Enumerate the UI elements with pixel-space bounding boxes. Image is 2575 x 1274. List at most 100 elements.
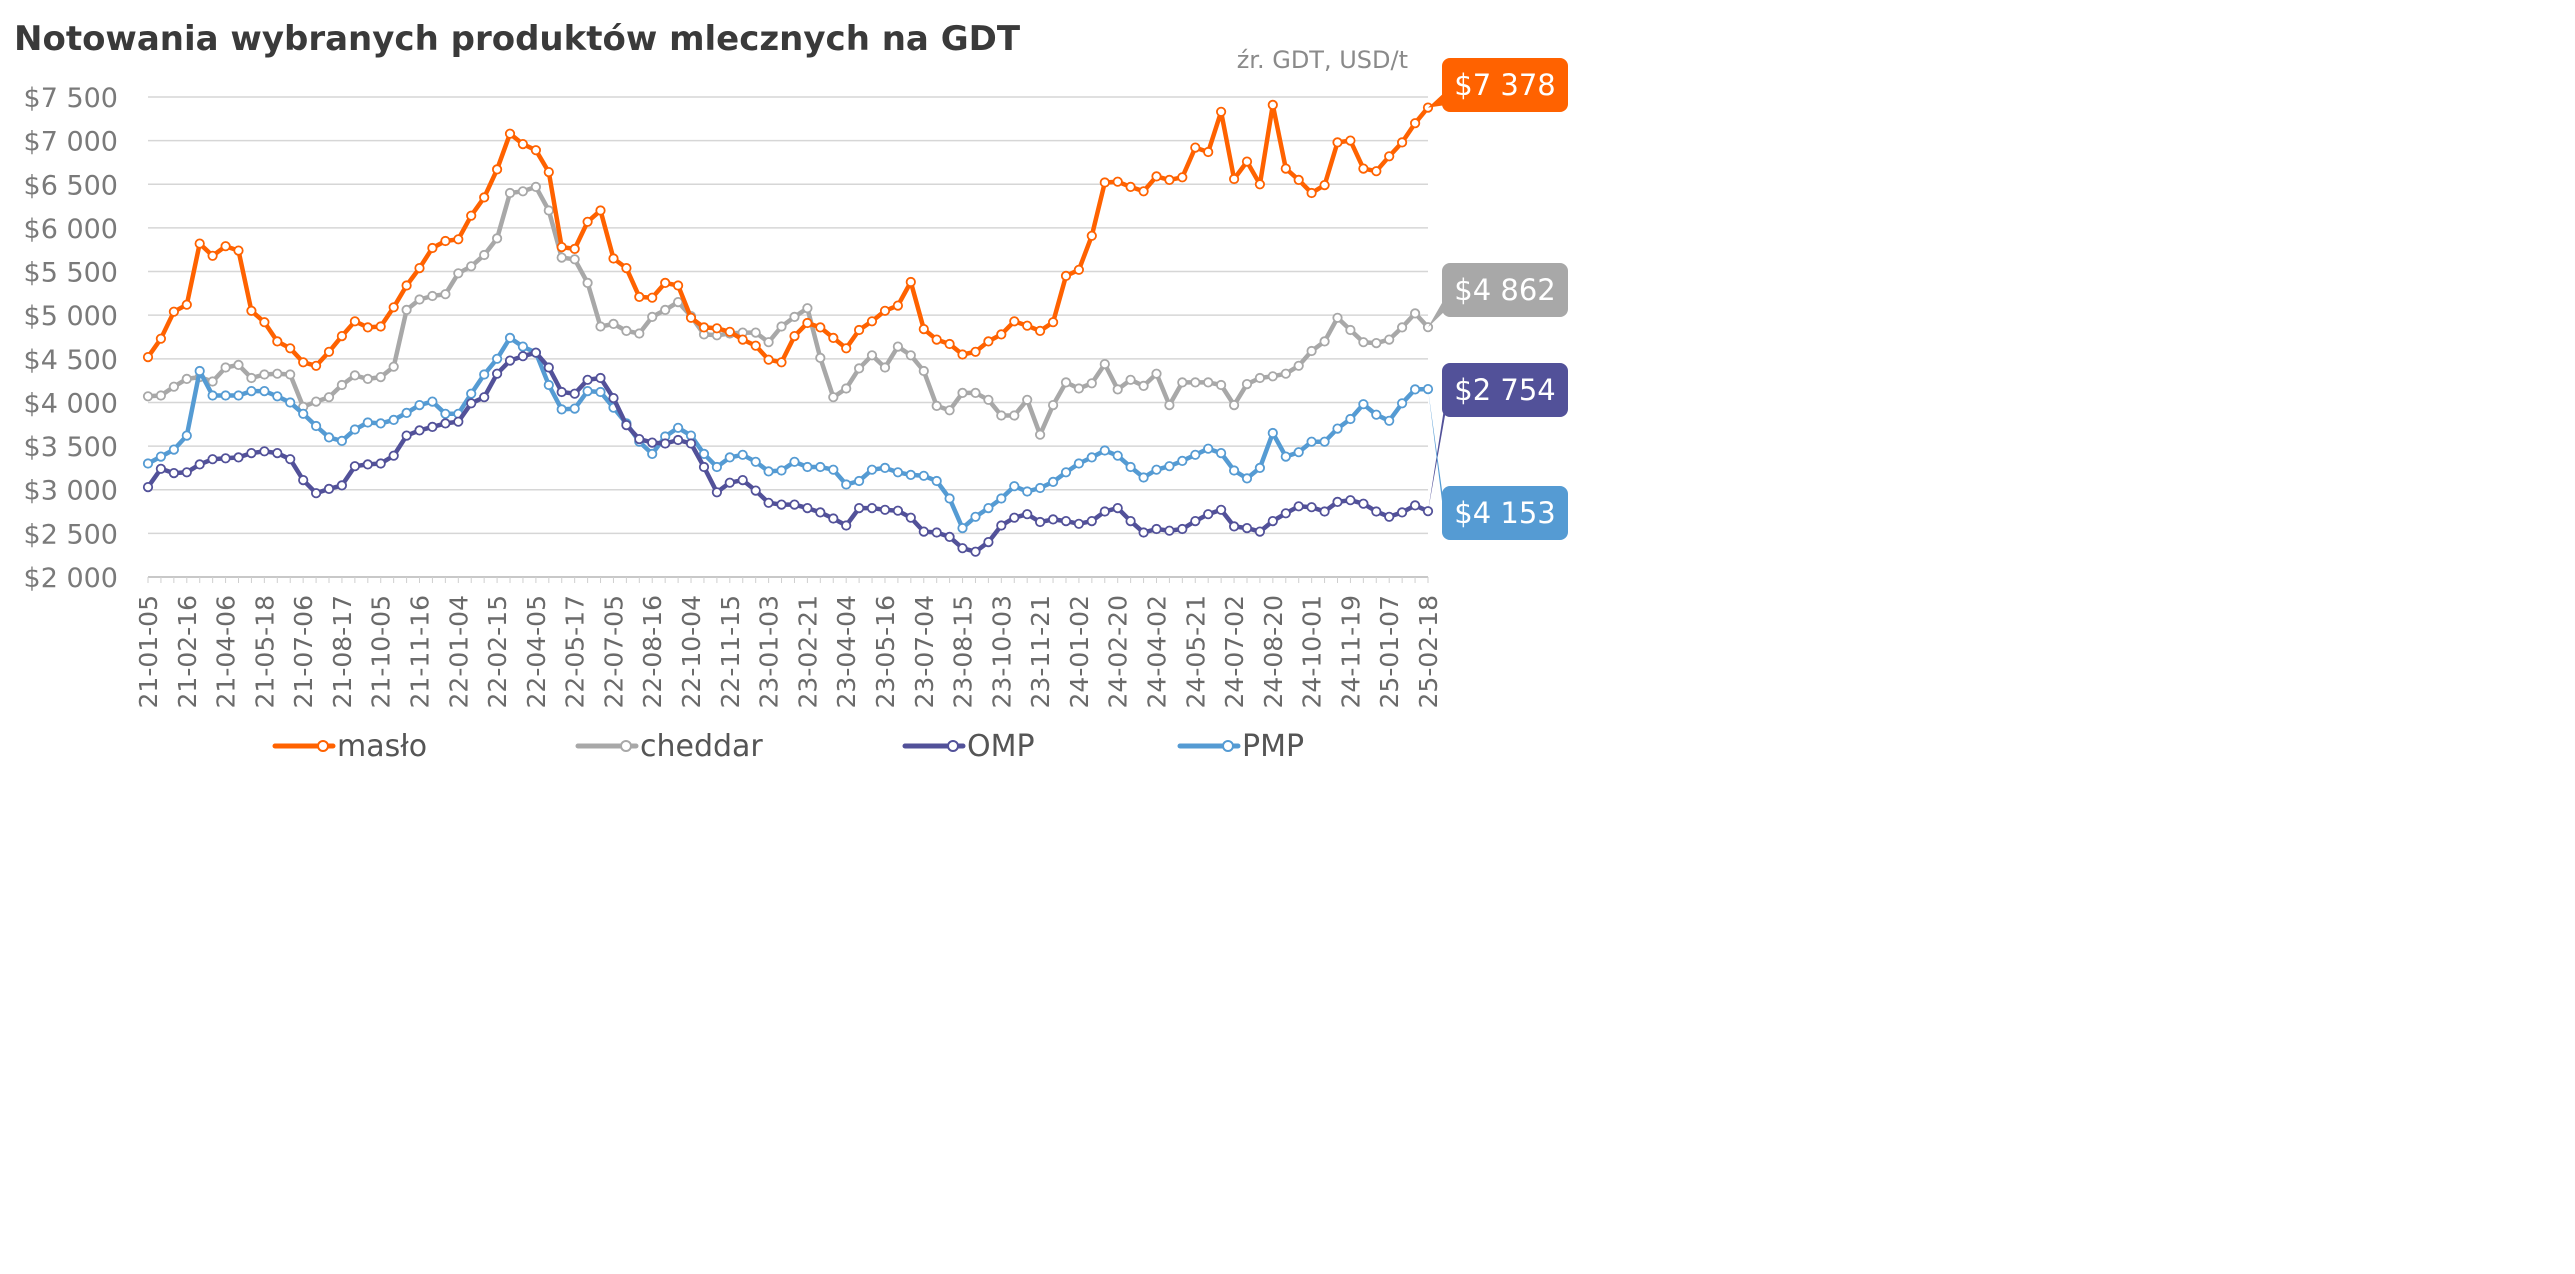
data-point-maslo (349, 316, 360, 327)
y-tick-label: $3 000 (24, 476, 118, 507)
data-point-maslo (957, 349, 968, 360)
data-point-pmp (841, 479, 852, 490)
data-point-maslo (207, 250, 218, 261)
data-point-omp (737, 474, 748, 486)
data-point-pmp (427, 396, 438, 407)
data-point-cheddar (1371, 337, 1382, 349)
data-point-cheddar (1358, 337, 1369, 348)
y-tick-label: $5 500 (24, 258, 118, 289)
data-point-cheddar (479, 249, 490, 261)
data-point-pmp (388, 414, 399, 425)
data-point-pmp (207, 390, 218, 401)
data-point-maslo (168, 306, 179, 317)
data-point-omp (1009, 512, 1020, 523)
data-point-omp (1371, 506, 1382, 517)
data-point-omp (1048, 514, 1059, 525)
x-tick-label: 23-10-03 (987, 595, 1016, 708)
data-point-pmp (1397, 398, 1408, 409)
data-point-pmp (1371, 409, 1382, 420)
data-point-omp (802, 502, 813, 514)
x-tick-label: 21-07-06 (289, 595, 318, 708)
data-point-pmp (142, 458, 154, 469)
data-point-cheddar (1332, 312, 1343, 323)
data-point-omp (918, 526, 929, 537)
data-point-pmp (672, 422, 684, 433)
data-point-maslo (711, 323, 723, 334)
data-point-maslo (1345, 135, 1356, 146)
data-point-maslo (1371, 166, 1382, 177)
data-point-omp (336, 480, 347, 491)
data-point-maslo (1048, 317, 1059, 328)
data-point-pmp (711, 461, 723, 473)
data-point-cheddar (1035, 429, 1046, 440)
series-cheddar (142, 181, 1434, 440)
data-point-omp (1332, 496, 1343, 507)
data-point-maslo (1332, 137, 1343, 148)
x-tick-label: 23-05-16 (871, 595, 900, 708)
data-point-omp (155, 463, 166, 474)
data-point-pmp (776, 465, 787, 476)
data-point-cheddar (892, 341, 904, 352)
x-tick-label: 21-01-05 (134, 595, 163, 708)
data-point-maslo (1190, 142, 1201, 153)
data-point-omp (634, 433, 645, 445)
data-point-pmp (970, 511, 981, 522)
x-tick-label: 25-01-07 (1375, 595, 1404, 708)
data-point-maslo (647, 292, 658, 303)
data-point-cheddar (1164, 399, 1175, 411)
data-point-maslo (323, 346, 335, 357)
data-point-pmp (1254, 462, 1266, 473)
data-point-omp (1022, 509, 1033, 520)
data-point-maslo (246, 305, 257, 316)
data-point-pmp (905, 469, 916, 480)
data-point-maslo (453, 234, 464, 245)
legend-marker-pmp (1222, 740, 1234, 752)
data-point-omp (1229, 521, 1240, 532)
data-point-pmp (401, 407, 412, 418)
y-tick-label: $7 500 (24, 83, 118, 114)
data-point-pmp (259, 385, 270, 397)
data-point-pmp (1410, 384, 1421, 395)
data-point-maslo (698, 322, 710, 333)
data-point-omp (220, 453, 231, 464)
data-point-cheddar (970, 387, 981, 398)
data-point-pmp (1384, 415, 1395, 426)
data-point-cheddar (220, 362, 231, 373)
data-point-cheddar (621, 325, 632, 336)
data-point-cheddar (595, 321, 606, 332)
data-point-cheddar (660, 304, 671, 315)
data-point-pmp (1306, 436, 1317, 447)
data-point-omp (1190, 515, 1201, 527)
data-point-pmp (815, 461, 826, 473)
end-label-box-maslo (1442, 58, 1568, 112)
series-pmp (142, 332, 1434, 534)
data-point-pmp (220, 390, 231, 401)
data-point-maslo (194, 238, 205, 249)
data-point-pmp (1358, 399, 1369, 410)
data-point-pmp (362, 417, 373, 428)
data-point-cheddar (362, 373, 373, 384)
data-point-maslo (1293, 174, 1304, 185)
data-point-pmp (1267, 427, 1278, 439)
data-point-omp (1216, 504, 1227, 515)
data-point-cheddar (168, 381, 179, 392)
data-point-omp (1345, 495, 1356, 506)
legend-label-pmp: PMP (1242, 729, 1304, 764)
data-point-omp (944, 531, 955, 543)
data-point-maslo (375, 321, 386, 332)
data-point-cheddar (466, 261, 477, 272)
data-point-maslo (750, 340, 761, 351)
data-point-omp (259, 446, 270, 457)
data-point-maslo (466, 210, 477, 221)
data-point-cheddar (1397, 322, 1408, 333)
data-point-maslo (1009, 316, 1020, 327)
data-point-pmp (323, 432, 335, 443)
data-point-pmp (866, 464, 878, 475)
data-point-omp (1306, 502, 1317, 513)
end-labels: $7 378 $4 862 $2 754 $4 153 (1428, 58, 1568, 540)
data-point-pmp (750, 456, 761, 467)
data-point-pmp (595, 386, 606, 398)
data-point-maslo (1073, 264, 1085, 275)
data-point-maslo (569, 243, 580, 254)
data-point-omp (349, 461, 360, 472)
